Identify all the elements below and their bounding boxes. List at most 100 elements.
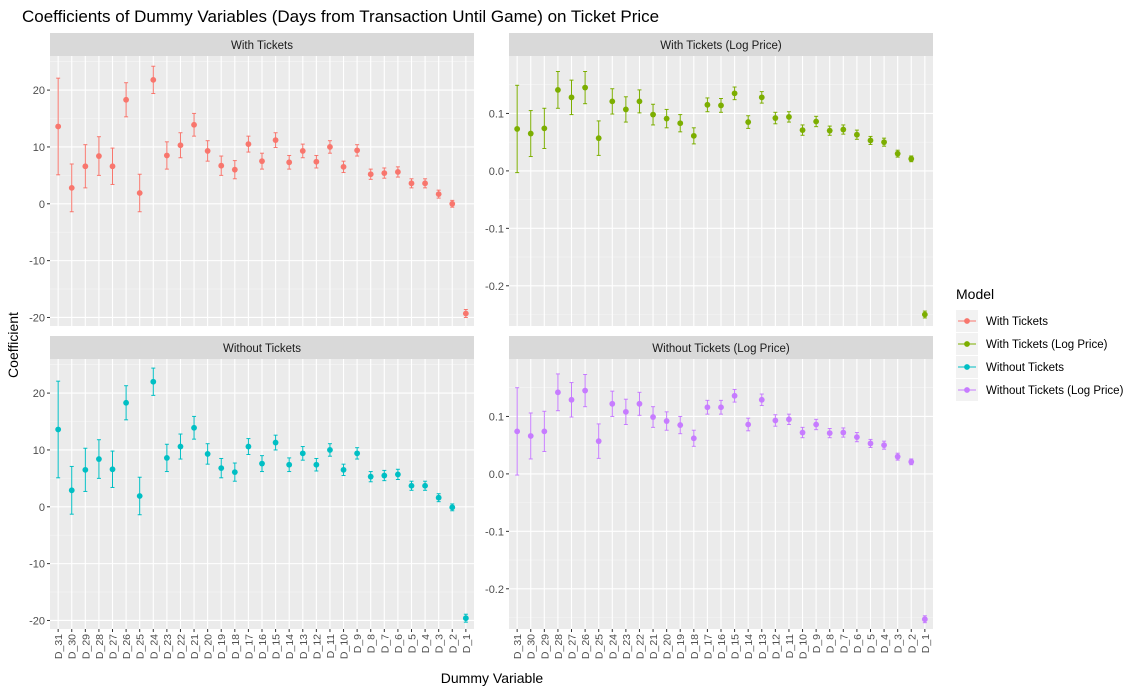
y-tick-label: 0.1	[489, 411, 504, 423]
y-tick-label: 0.0	[489, 166, 504, 178]
data-point	[867, 440, 874, 447]
data-point	[718, 404, 724, 411]
data-point	[718, 102, 724, 109]
data-point	[231, 469, 238, 476]
data-point	[704, 101, 711, 108]
x-tick-label: D_11	[325, 634, 337, 658]
data-point	[731, 392, 738, 399]
data-point	[799, 127, 806, 134]
x-tick-label: D_15	[271, 634, 283, 659]
facet-strip	[50, 336, 474, 359]
x-tick-label: D_23	[621, 634, 633, 659]
data-point	[354, 147, 361, 154]
data-point	[367, 171, 374, 178]
x-tick-label: D_3	[893, 634, 905, 653]
data-point	[527, 433, 534, 439]
y-tick-label: 0	[39, 199, 45, 211]
data-point	[813, 118, 820, 125]
legend-label: With Tickets	[986, 316, 1048, 328]
x-tick-label: D_4	[420, 634, 432, 653]
x-tick-label: D_29	[539, 634, 551, 659]
data-point	[555, 86, 561, 93]
data-point	[136, 190, 143, 196]
data-point	[150, 76, 157, 83]
x-tick-label: D_13	[757, 634, 769, 659]
data-point	[826, 430, 833, 437]
data-point	[259, 460, 265, 467]
data-point	[650, 111, 656, 118]
legend: Model With Tickets With Tickets (Log Pric…	[956, 286, 1124, 401]
x-tick-label: D_1	[461, 634, 473, 653]
x-tick-label: D_5	[865, 634, 877, 653]
y-tick-label: 0	[39, 502, 45, 514]
y-tick-label: -0.2	[485, 584, 504, 596]
data-point	[826, 127, 833, 134]
data-point	[55, 426, 62, 433]
data-point	[449, 200, 456, 207]
data-point	[313, 461, 320, 468]
x-tick-label: D_13	[298, 634, 310, 659]
data-point	[595, 135, 602, 142]
x-tick-label: D_24	[148, 634, 160, 659]
x-tick-label: D_31	[512, 634, 524, 659]
data-point	[758, 396, 765, 403]
y-tick-label: 0.0	[489, 469, 504, 481]
data-point	[435, 494, 442, 501]
data-point	[568, 94, 575, 101]
data-point	[218, 465, 225, 472]
y-tick-label: -10	[29, 256, 45, 268]
data-point	[272, 137, 279, 144]
y-axis-label: Coefficient	[5, 312, 21, 378]
y-tick-label: 0.1	[489, 108, 504, 120]
data-point	[381, 170, 388, 176]
data-point	[218, 162, 225, 169]
x-tick-label: D_3	[434, 634, 446, 653]
data-point	[245, 443, 252, 450]
facet-strip	[509, 336, 933, 359]
x-tick-label: D_8	[366, 634, 378, 653]
x-tick-label: D_30	[526, 634, 538, 659]
data-point	[245, 141, 252, 148]
x-tick-label: D_9	[811, 634, 823, 653]
legend-title: Model	[956, 286, 994, 302]
y-tick-label: 20	[33, 388, 45, 400]
x-tick-label: D_27	[108, 634, 120, 659]
data-point	[462, 310, 469, 317]
data-point	[204, 148, 211, 154]
x-tick-label: D_11	[784, 634, 796, 658]
legend-entry: With Tickets	[956, 310, 1048, 332]
data-point	[555, 389, 561, 396]
x-tick-label: D_28	[94, 634, 106, 659]
data-point	[136, 493, 143, 499]
y-tick-label: -10	[29, 559, 45, 571]
data-point	[82, 466, 89, 473]
data-point	[177, 142, 184, 149]
data-point	[609, 400, 616, 407]
data-point	[327, 447, 333, 453]
data-point	[462, 615, 469, 622]
legend-entry: With Tickets (Log Price)	[956, 333, 1108, 355]
x-tick-label: D_2	[906, 634, 918, 653]
x-tick-label: D_22	[175, 634, 187, 659]
legend-key-point	[964, 387, 970, 393]
data-point	[422, 482, 428, 489]
x-tick-label: D_7	[379, 634, 391, 653]
x-tick-label: D_20	[662, 634, 674, 659]
data-point	[123, 96, 130, 103]
data-point	[394, 169, 401, 175]
data-point	[690, 435, 697, 442]
data-point	[704, 404, 711, 411]
x-tick-label: D_14	[743, 634, 755, 659]
x-tick-label: D_6	[393, 634, 405, 653]
facet-strip-label: Without Tickets	[223, 343, 301, 355]
legend-key-point	[964, 341, 970, 347]
facet-strip	[509, 33, 933, 56]
y-tick-label: -0.2	[485, 281, 504, 293]
data-point	[527, 130, 534, 137]
data-point	[663, 418, 670, 424]
x-tick-label: D_17	[702, 634, 714, 659]
data-point	[123, 399, 130, 406]
data-point	[595, 438, 602, 445]
y-tick-label: 20	[33, 85, 45, 97]
x-tick-label: D_19	[675, 634, 687, 659]
